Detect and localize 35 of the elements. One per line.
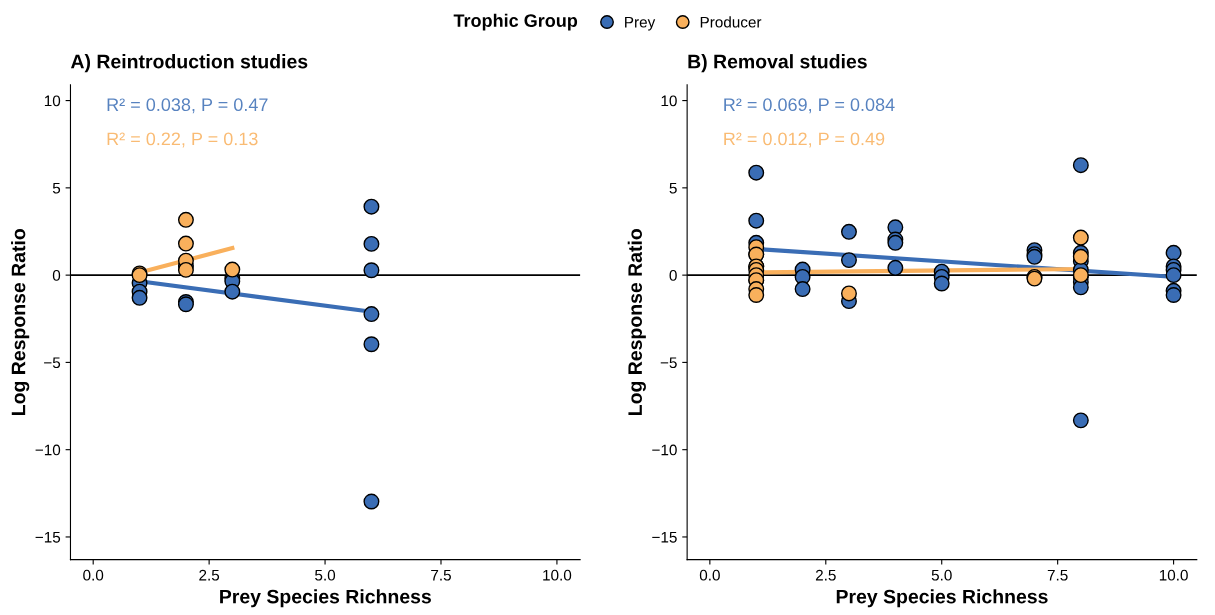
y-tick-label: −5 <box>44 357 61 369</box>
x-tick-label: 7.5 <box>431 569 451 581</box>
y-tick-label: −15 <box>35 531 61 543</box>
y-axis-title: Log Response Ratio <box>11 229 30 415</box>
chart-title: A) Reintroduction studies <box>70 54 308 73</box>
x-axis-title: Prey Species Richness <box>836 589 1048 608</box>
x-tick-label: 0.0 <box>83 569 104 581</box>
x-tick-label: 7.5 <box>1047 569 1068 581</box>
y-tick-label: −15 <box>652 531 677 543</box>
legend-label: Prey <box>625 16 656 31</box>
annotation: R² = 0.069, P = 0.084 <box>724 98 895 114</box>
y-tick-label: 10 <box>44 95 61 107</box>
y-tick-label: 5 <box>669 182 677 194</box>
y-tick-label: 10 <box>661 95 677 107</box>
x-tick-label: 2.5 <box>199 569 220 581</box>
x-tick-label: 5.0 <box>315 569 336 581</box>
chart-title: B) Removal studies <box>688 54 867 73</box>
annotation: R² = 0.012, P = 0.49 <box>724 132 885 148</box>
legend-title: Trophic Group <box>453 13 578 31</box>
x-tick-label: 5.0 <box>931 569 952 581</box>
y-tick-label: 0 <box>52 270 61 281</box>
x-tick-label: 2.5 <box>815 569 836 581</box>
x-tick-label: 10.0 <box>543 569 572 581</box>
y-tick-label: −10 <box>652 444 677 456</box>
annotation: R² = 0.22, P = 0.13 <box>107 132 258 148</box>
x-axis-title: Prey Species Richness <box>220 589 431 608</box>
y-tick-label: 5 <box>52 182 61 194</box>
y-tick-label: −10 <box>35 444 61 456</box>
y-tick-label: −5 <box>660 357 677 369</box>
annotation: R² = 0.038, P = 0.47 <box>107 98 268 114</box>
y-axis-title: Log Response Ratio <box>627 229 646 415</box>
x-tick-label: 0.0 <box>699 569 720 581</box>
x-tick-label: 10.0 <box>1159 569 1188 581</box>
legend-label: Producer <box>700 16 762 28</box>
y-tick-label: 0 <box>669 270 677 281</box>
